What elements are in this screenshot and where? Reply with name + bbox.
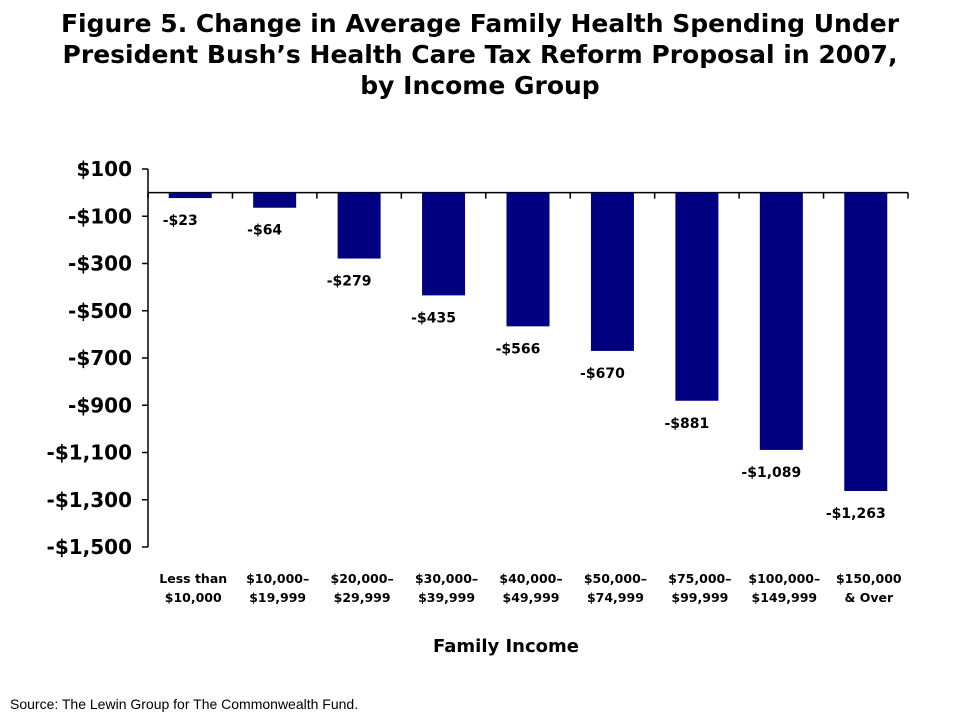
bar bbox=[506, 192, 550, 327]
data-label: -$23 bbox=[163, 213, 198, 229]
chart-title-line-3: by Income Group bbox=[360, 71, 600, 100]
category-label: $40,000– bbox=[499, 571, 562, 586]
category-label: $50,000– bbox=[584, 571, 647, 586]
bar bbox=[759, 192, 803, 450]
category-label: $10,000 bbox=[165, 590, 222, 605]
y-tick-label: -$700 bbox=[68, 346, 132, 370]
y-tick-label: -$1,100 bbox=[47, 441, 132, 465]
category-label: $99,999 bbox=[671, 590, 728, 605]
chart-title-line-1: Figure 5. Change in Average Family Healt… bbox=[60, 9, 900, 38]
data-label: -$1,089 bbox=[741, 465, 801, 481]
category-label: $19,999 bbox=[249, 590, 306, 605]
x-axis-title: Family Income bbox=[433, 636, 579, 657]
category-label: $20,000– bbox=[331, 571, 394, 586]
data-label: -$881 bbox=[664, 416, 709, 432]
bar bbox=[337, 192, 381, 259]
bar bbox=[253, 192, 297, 208]
bar bbox=[675, 192, 719, 401]
category-label: $30,000– bbox=[415, 571, 478, 586]
y-tick-label: -$1,500 bbox=[47, 535, 132, 559]
y-tick-label: -$900 bbox=[68, 393, 132, 417]
category-label: & Over bbox=[844, 590, 894, 605]
chart-title-line-2: President Bush’s Health Care Tax Reform … bbox=[62, 40, 898, 69]
category-label: $150,000 bbox=[836, 571, 902, 586]
data-label: -$1,263 bbox=[826, 506, 886, 522]
category-label: $100,000– bbox=[748, 571, 820, 586]
source-note: Source: The Lewin Group for The Commonwe… bbox=[10, 696, 359, 712]
chart-title: Figure 5. Change in Average Family Healt… bbox=[20, 8, 940, 101]
category-label: $75,000– bbox=[668, 571, 731, 586]
bar bbox=[844, 192, 888, 492]
category-label: $49,999 bbox=[503, 590, 560, 605]
bar bbox=[168, 192, 212, 199]
y-tick-label: -$100 bbox=[68, 204, 132, 228]
y-tick-label: $100 bbox=[76, 157, 132, 181]
y-tick-label: -$300 bbox=[68, 252, 132, 276]
bar bbox=[422, 192, 466, 296]
category-label: $39,999 bbox=[418, 590, 475, 605]
bar-chart: $100 -$100 -$300 -$500 -$700 -$900 -$1,100 -$1,… bbox=[47, 157, 909, 657]
category-label: $29,999 bbox=[334, 590, 391, 605]
data-label: -$279 bbox=[327, 274, 372, 290]
category-label: $10,000– bbox=[246, 571, 309, 586]
category-label: $74,999 bbox=[587, 590, 644, 605]
bar bbox=[590, 192, 634, 351]
data-label: -$670 bbox=[580, 366, 625, 382]
data-label: -$566 bbox=[496, 341, 541, 357]
data-label: -$64 bbox=[247, 223, 282, 239]
data-label: -$435 bbox=[411, 310, 456, 326]
y-tick-label: -$500 bbox=[68, 299, 132, 323]
y-tick-label: -$1,300 bbox=[47, 488, 132, 512]
category-label: Less than bbox=[159, 571, 227, 586]
category-label: $149,999 bbox=[752, 590, 818, 605]
